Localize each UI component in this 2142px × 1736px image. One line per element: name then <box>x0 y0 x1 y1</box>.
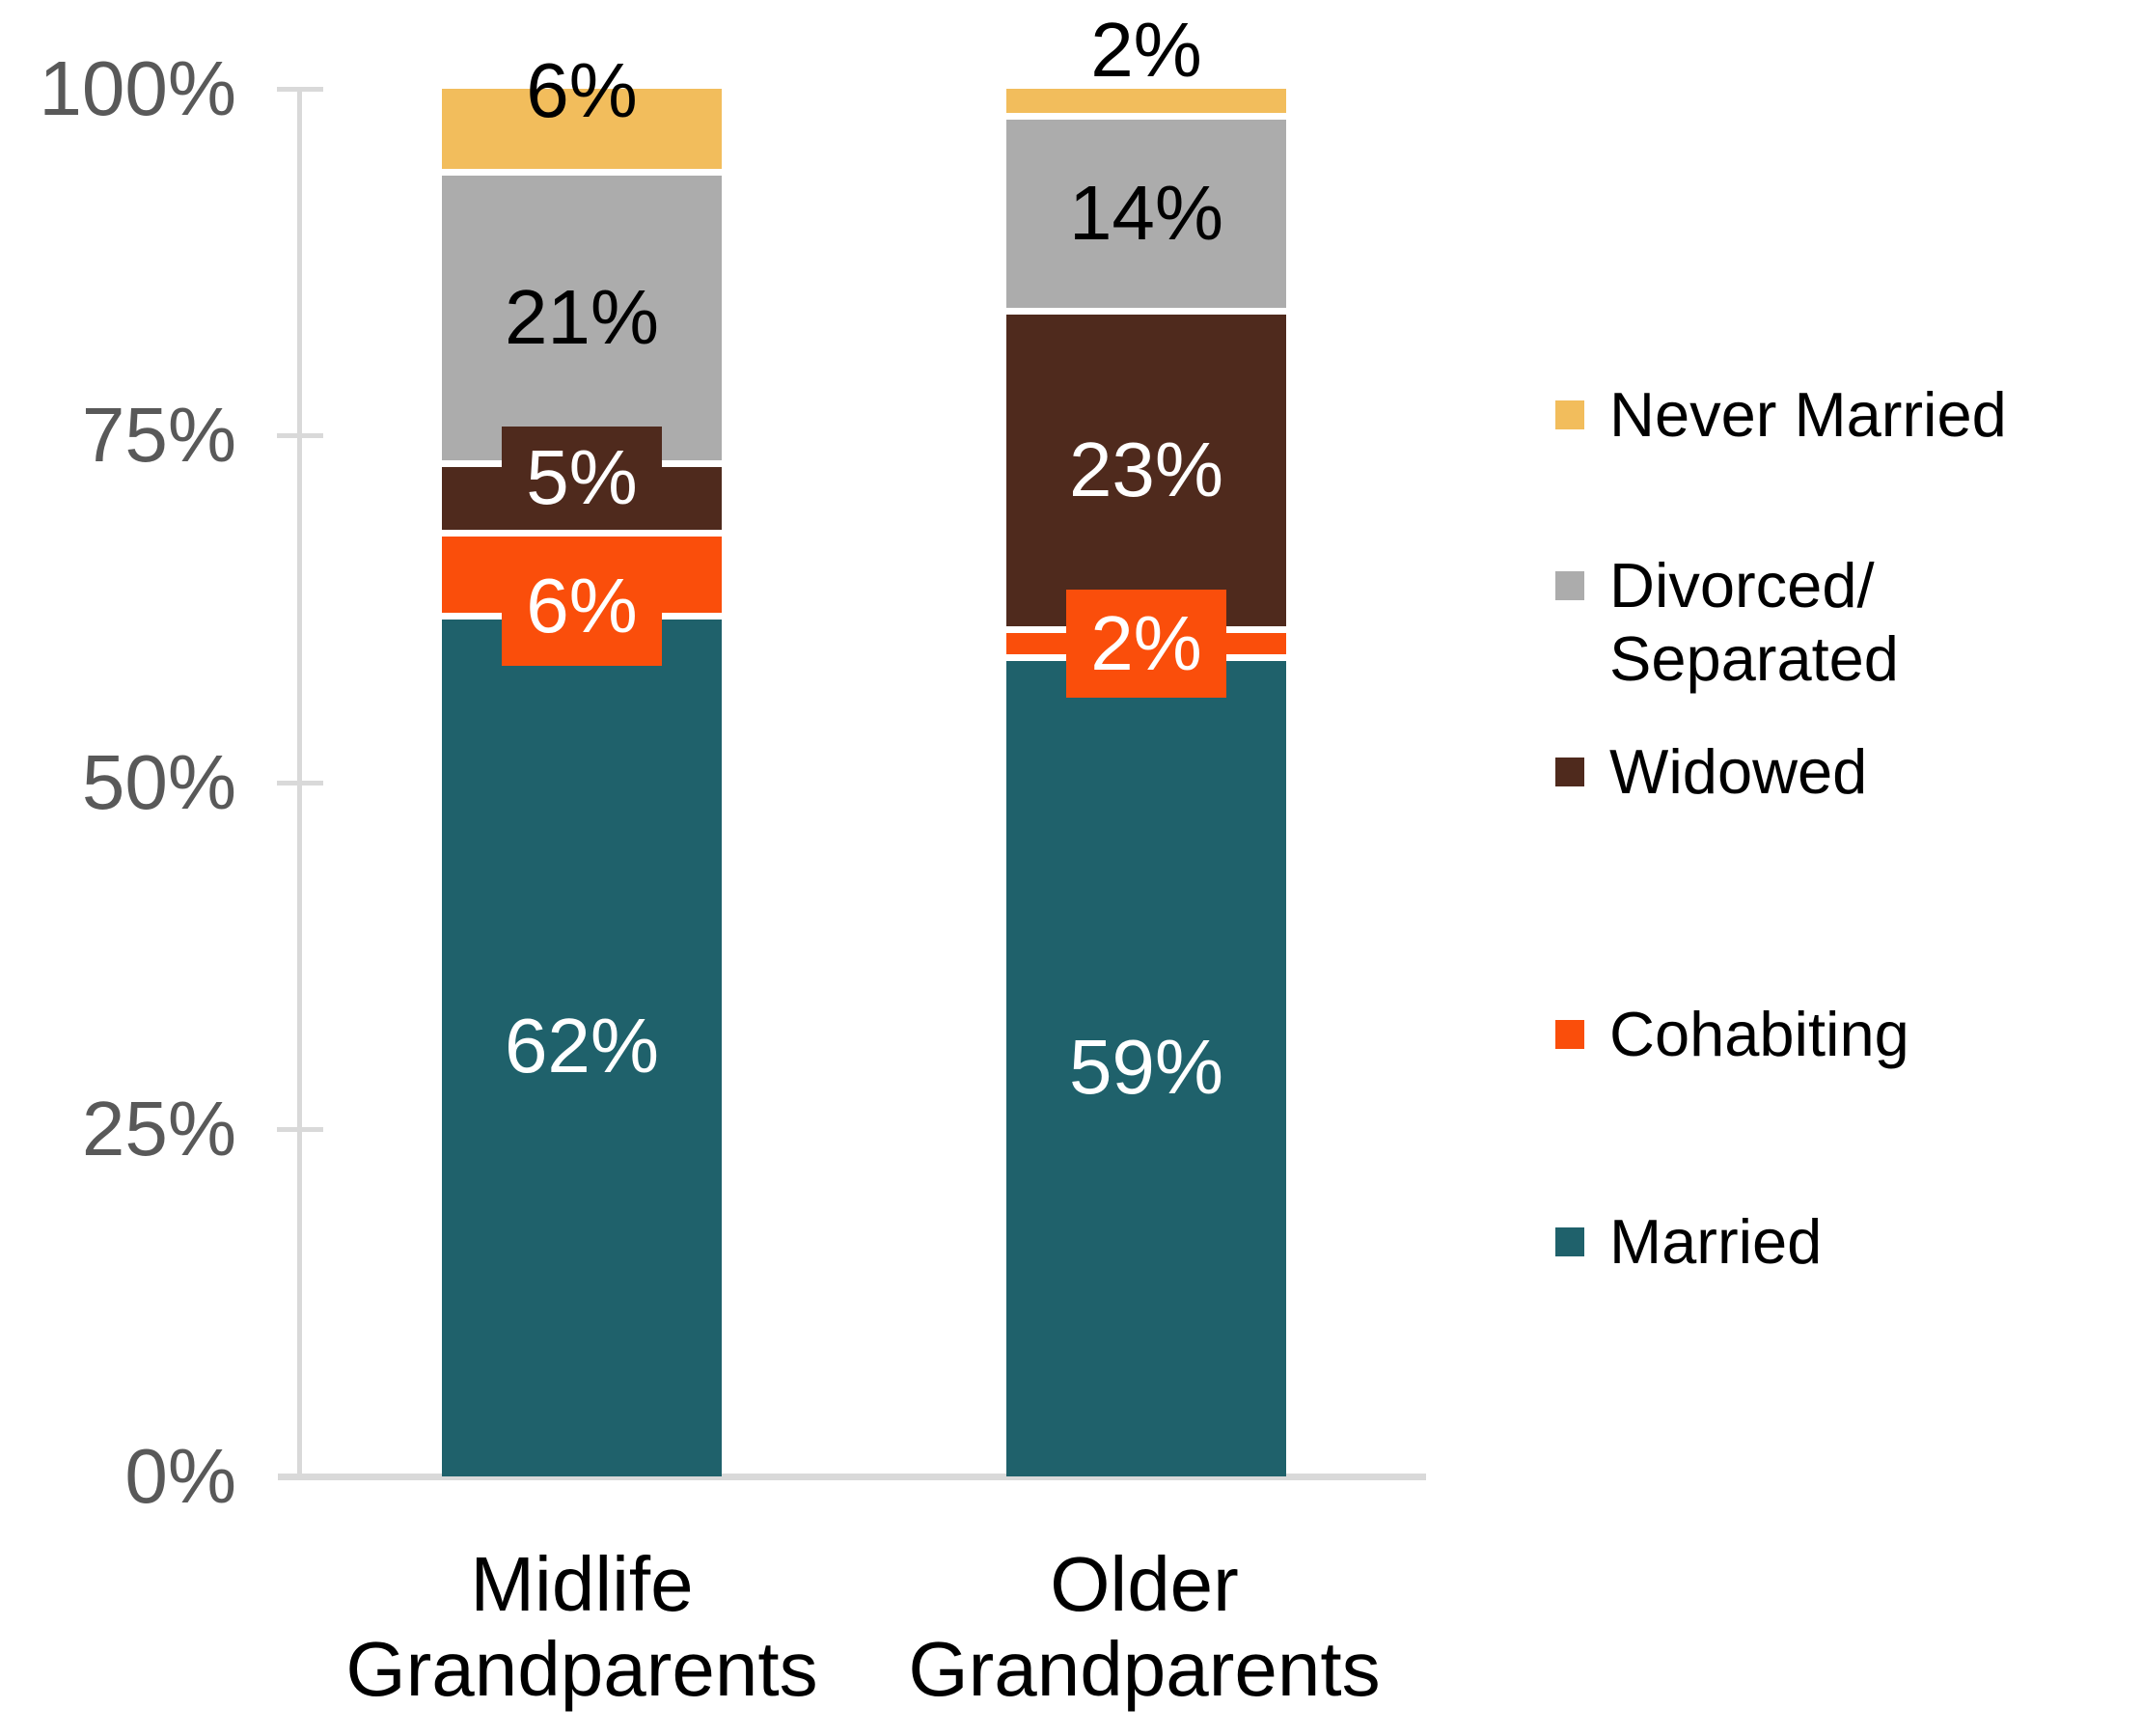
legend-label-line1: Divorced/ <box>1609 550 1875 620</box>
data-label-never-married: 2% <box>1090 7 1202 93</box>
bar-midlife-grandparents: 62% 6% 5% 21% 6% <box>442 48 722 1476</box>
data-label-callout-cohabiting <box>1066 590 1226 699</box>
legend-item-widowed: Widowed <box>1555 735 1867 809</box>
x-axis-label-midlife-grandparents: Midlife Grandparents <box>292 1542 871 1712</box>
data-label-never-married: 6% <box>526 47 638 133</box>
legend-item-divorced-separated: Divorced/ Separated <box>1555 549 1899 696</box>
bar-segment-widowed <box>1006 311 1286 630</box>
bar-segment-married <box>1006 657 1286 1476</box>
y-axis-label-0: 0% <box>124 1433 236 1519</box>
legend-item-married: Married <box>1555 1205 1822 1279</box>
x-axis-label-line2: Grandparents <box>345 1626 818 1712</box>
y-axis-tick-75 <box>277 433 323 438</box>
data-label-widowed: 5% <box>526 434 638 521</box>
legend-label: Widowed <box>1609 736 1868 807</box>
data-label-callout-widowed <box>502 427 662 530</box>
x-axis-label-line1: Older <box>1050 1541 1239 1627</box>
legend-swatch-cohabiting <box>1555 1020 1584 1049</box>
legend-swatch-married <box>1555 1227 1584 1256</box>
legend-label: Cohabiting <box>1609 999 1909 1069</box>
y-axis-tick-25 <box>277 1127 323 1132</box>
legend-label: Married <box>1609 1206 1823 1277</box>
bar-segment-divorced-separated <box>1006 116 1286 312</box>
y-axis-tick-100 <box>277 87 323 92</box>
x-axis-label-line2: Grandparents <box>908 1626 1381 1712</box>
x-axis-baseline <box>278 1474 1426 1480</box>
bar-segment-never-married <box>442 89 722 173</box>
data-label-cohabiting: 6% <box>526 563 638 649</box>
legend-label-line2: Separated <box>1609 623 1899 694</box>
data-label-divorced-separated: 21% <box>504 274 660 361</box>
bar-segment-divorced-separated <box>442 172 722 464</box>
data-label-divorced-separated: 14% <box>1068 170 1224 257</box>
data-label-callout-cohabiting <box>502 546 662 667</box>
legend-item-cohabiting: Cohabiting <box>1555 998 1909 1071</box>
segment-divider <box>442 168 722 176</box>
bar-segment-never-married <box>1006 89 1286 117</box>
y-axis-label-50: 50% <box>81 739 236 825</box>
y-axis-label-25: 25% <box>81 1086 236 1171</box>
legend-item-never-married: Never Married <box>1555 378 2007 452</box>
x-axis-label-older-grandparents: Older Grandparents <box>855 1542 1434 1712</box>
data-label-married: 62% <box>504 1003 660 1089</box>
bar-segment-married <box>442 616 722 1476</box>
legend-label: Divorced/ Separated <box>1609 549 1899 696</box>
data-label-cohabiting: 2% <box>1090 600 1202 687</box>
legend-swatch-widowed <box>1555 758 1584 786</box>
legend-swatch-divorced-separated <box>1555 571 1584 600</box>
y-axis-tick-50 <box>277 781 323 785</box>
legend-swatch-never-married <box>1555 400 1584 429</box>
segment-divider <box>1006 307 1286 315</box>
legend-label: Never Married <box>1609 379 2007 450</box>
bar-older-grandparents: 59% 2% 23% 14% 2% <box>1006 8 1286 1476</box>
segment-divider <box>442 529 722 537</box>
data-label-married: 59% <box>1068 1023 1224 1110</box>
segment-divider <box>1006 113 1286 121</box>
y-axis-label-100: 100% <box>39 45 236 131</box>
x-axis-label-line1: Midlife <box>470 1541 694 1627</box>
y-axis-label-75: 75% <box>81 392 236 478</box>
data-label-widowed: 23% <box>1068 427 1224 513</box>
